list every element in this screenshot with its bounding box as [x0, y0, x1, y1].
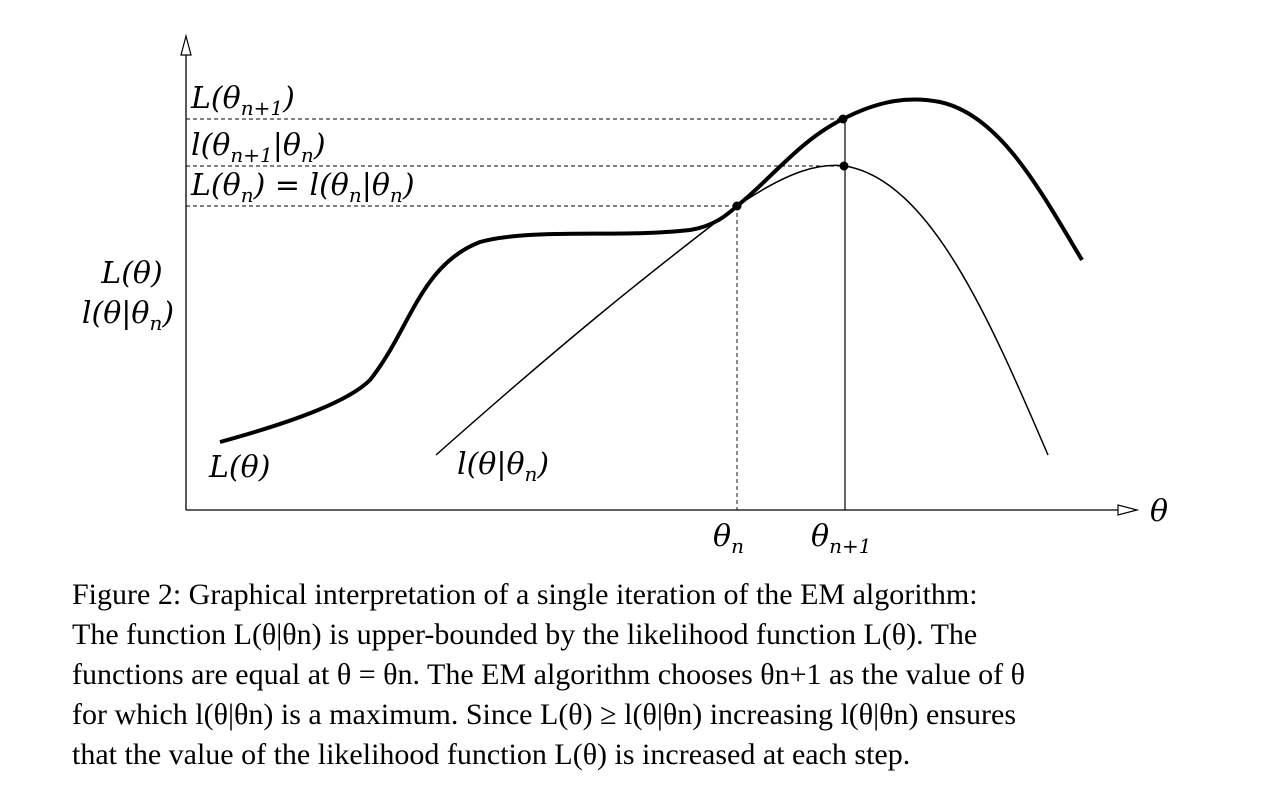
- caption-line: Figure 2: Graphical interpretation of a …: [72, 578, 978, 611]
- tick-theta-n: θn: [713, 519, 744, 558]
- label-middle-level: l(θn+1|θn): [191, 128, 326, 167]
- y-axis-label-line2: l(θ|θn): [82, 296, 174, 335]
- caption-line: that the value of the likelihood functio…: [72, 738, 911, 771]
- caption-line: The function L(θ|θn) is upper-bounded by…: [72, 618, 978, 651]
- label-top-level: L(θn+1): [190, 81, 295, 120]
- caption-line: for which l(θ|θn) is a maximum. Since L(…: [72, 698, 1017, 731]
- bound-curve-label: l(θ|θn): [457, 447, 549, 486]
- point-theta-n: [732, 201, 742, 211]
- figure-caption: Figure 2: Graphical interpretation of a …: [72, 575, 1220, 775]
- x-axis-arrow-icon: [1117, 504, 1140, 516]
- label-bottom-level: L(θn) = l(θn|θn): [190, 168, 415, 207]
- bound-curve: [435, 164, 1049, 456]
- likelihood-curve: [219, 97, 1084, 444]
- y-axis-arrow-icon: [180, 33, 192, 56]
- em-diagram: L(θn+1) l(θn+1|θn) L(θn) = l(θn|θn) L(θ)…: [82, 33, 1168, 558]
- y-axis-label-line1: L(θ): [100, 256, 162, 291]
- likelihood-curve-label: L(θ): [208, 450, 270, 485]
- point-bound-max: [839, 161, 849, 171]
- caption-line: functions are equal at θ = θn. The EM al…: [72, 658, 1026, 691]
- point-likelihood-n1: [838, 114, 848, 124]
- x-axis-label: θ: [1150, 494, 1168, 529]
- tick-theta-n1: θn+1: [811, 519, 871, 558]
